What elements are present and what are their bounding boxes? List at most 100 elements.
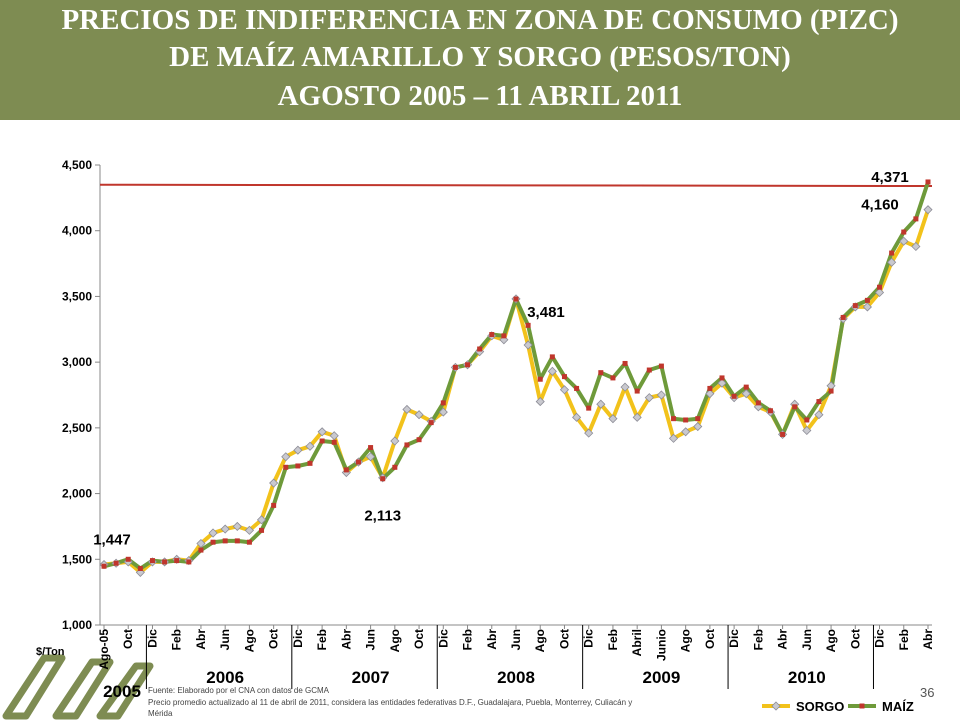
source-note: Fuente: Elaborado por el CNA con datos d…	[148, 686, 330, 695]
sorgo-point	[656, 390, 666, 400]
maiz-point	[695, 416, 701, 422]
x-tick-label: Ago	[533, 629, 547, 652]
x-tick-label: Ago	[824, 629, 838, 652]
maiz-point	[368, 445, 374, 451]
sorgo-point	[862, 302, 872, 312]
sorgo-point	[366, 452, 376, 462]
sorgo-point	[887, 257, 897, 267]
sorgo-point	[281, 452, 291, 462]
x-tick-label: Oct	[703, 629, 717, 649]
maiz-point	[840, 314, 846, 320]
sorgo-point	[874, 287, 885, 298]
sorgo-point	[923, 205, 933, 215]
page-number: 36	[920, 685, 934, 700]
x-tick-label: Feb	[606, 629, 620, 650]
sorgo-point	[572, 412, 582, 422]
maiz-point	[683, 417, 689, 423]
sorgo-line	[103, 209, 930, 575]
maiz-point	[852, 303, 858, 309]
x-tick-label: Dic	[145, 629, 159, 648]
sorgo-point	[220, 524, 230, 534]
legend-marker	[859, 703, 865, 709]
maiz-point	[780, 431, 786, 437]
x-tick-label: Jun	[509, 629, 523, 650]
maiz-point	[598, 370, 604, 376]
sorgo-point	[608, 414, 618, 424]
maiz-point	[428, 420, 434, 426]
y-axis-label: $/Ton	[36, 646, 65, 658]
maiz-point	[222, 538, 228, 544]
x-tick-label: Junio	[654, 629, 668, 661]
x-tick-label: Abril	[630, 629, 644, 656]
x-tick-label: Ago-05	[97, 629, 111, 670]
x-tick-label: Oct	[121, 629, 135, 649]
data-label: 4,371	[871, 169, 909, 186]
maiz-point	[513, 296, 519, 302]
maiz-point	[925, 179, 931, 185]
x-tick-label: Abr	[339, 629, 353, 650]
maiz-point	[355, 459, 361, 465]
sorgo-point	[293, 445, 303, 455]
maiz-point	[271, 502, 277, 508]
sorgo-point	[269, 478, 279, 488]
x-tick-label: Dic	[582, 629, 596, 648]
sorgo-point	[681, 427, 691, 437]
y-tick-label: 1,500	[62, 552, 92, 566]
cna-logo-icon	[2, 654, 154, 720]
sorgo-point	[559, 385, 570, 395]
maiz-point	[646, 367, 652, 373]
maiz-point	[440, 400, 446, 406]
x-tick-label: Feb	[315, 629, 329, 650]
x-tick-label: Feb	[461, 629, 475, 650]
maiz-point	[149, 558, 155, 564]
maiz-point	[489, 332, 495, 338]
year-label: 2005	[103, 682, 141, 701]
maiz-point	[259, 527, 265, 533]
maiz-point	[537, 376, 543, 382]
x-tick-label: Ago	[388, 629, 402, 652]
sorgo-point	[196, 538, 206, 549]
y-tick-label: 1,000	[62, 618, 92, 632]
title-line-2: DE MAÍZ AMARILLO Y SORGO (PESOS/TON)	[169, 41, 791, 73]
maiz-point	[137, 565, 143, 571]
y-tick-label: 4,500	[62, 158, 92, 172]
year-label: 2010	[788, 668, 826, 687]
maiz-point	[319, 438, 325, 444]
x-tick-label: Feb	[751, 629, 765, 650]
y-tick-label: 2,500	[62, 421, 92, 435]
maiz-point	[477, 346, 483, 352]
sorgo-point	[802, 425, 812, 436]
price-note-line-1: Precio promedio actualizado al 11 de abr…	[148, 698, 632, 707]
x-tick-label: Abr	[776, 629, 790, 650]
sorgo-point	[329, 431, 339, 441]
legend-label: MAÍZ	[882, 699, 914, 714]
maiz-point	[501, 333, 507, 339]
maiz-point	[719, 375, 725, 381]
year-label: 2008	[497, 668, 535, 687]
legend-label: SORGO	[796, 699, 844, 714]
y-tick-label: 4,000	[62, 224, 92, 238]
reference-line	[99, 183, 933, 188]
title-banner	[0, 0, 960, 120]
maiz-point	[295, 463, 301, 469]
y-tick-label: 3,500	[62, 289, 92, 303]
x-tick-label: Jun	[800, 629, 814, 650]
maiz-point	[125, 556, 131, 562]
data-label: 1,447	[93, 531, 131, 548]
year-label: 2007	[352, 668, 390, 687]
x-tick-label: Oct	[848, 629, 862, 649]
maiz-point	[210, 539, 216, 545]
sorgo-point	[256, 515, 267, 525]
title-line-1: PRECIOS DE INDIFERENCIA EN ZONA DE CONSU…	[61, 4, 899, 36]
maiz-point	[331, 439, 337, 445]
sorgo-point	[244, 525, 254, 535]
maiz-point	[792, 404, 798, 410]
x-tick-label: Dic	[873, 629, 887, 648]
maiz-point	[549, 354, 555, 360]
sorgo-point	[317, 427, 327, 437]
maiz-line	[103, 181, 930, 571]
sorgo-point	[596, 399, 606, 409]
maiz-point	[634, 388, 640, 394]
maiz-point	[198, 547, 204, 553]
maiz-point	[658, 363, 664, 369]
